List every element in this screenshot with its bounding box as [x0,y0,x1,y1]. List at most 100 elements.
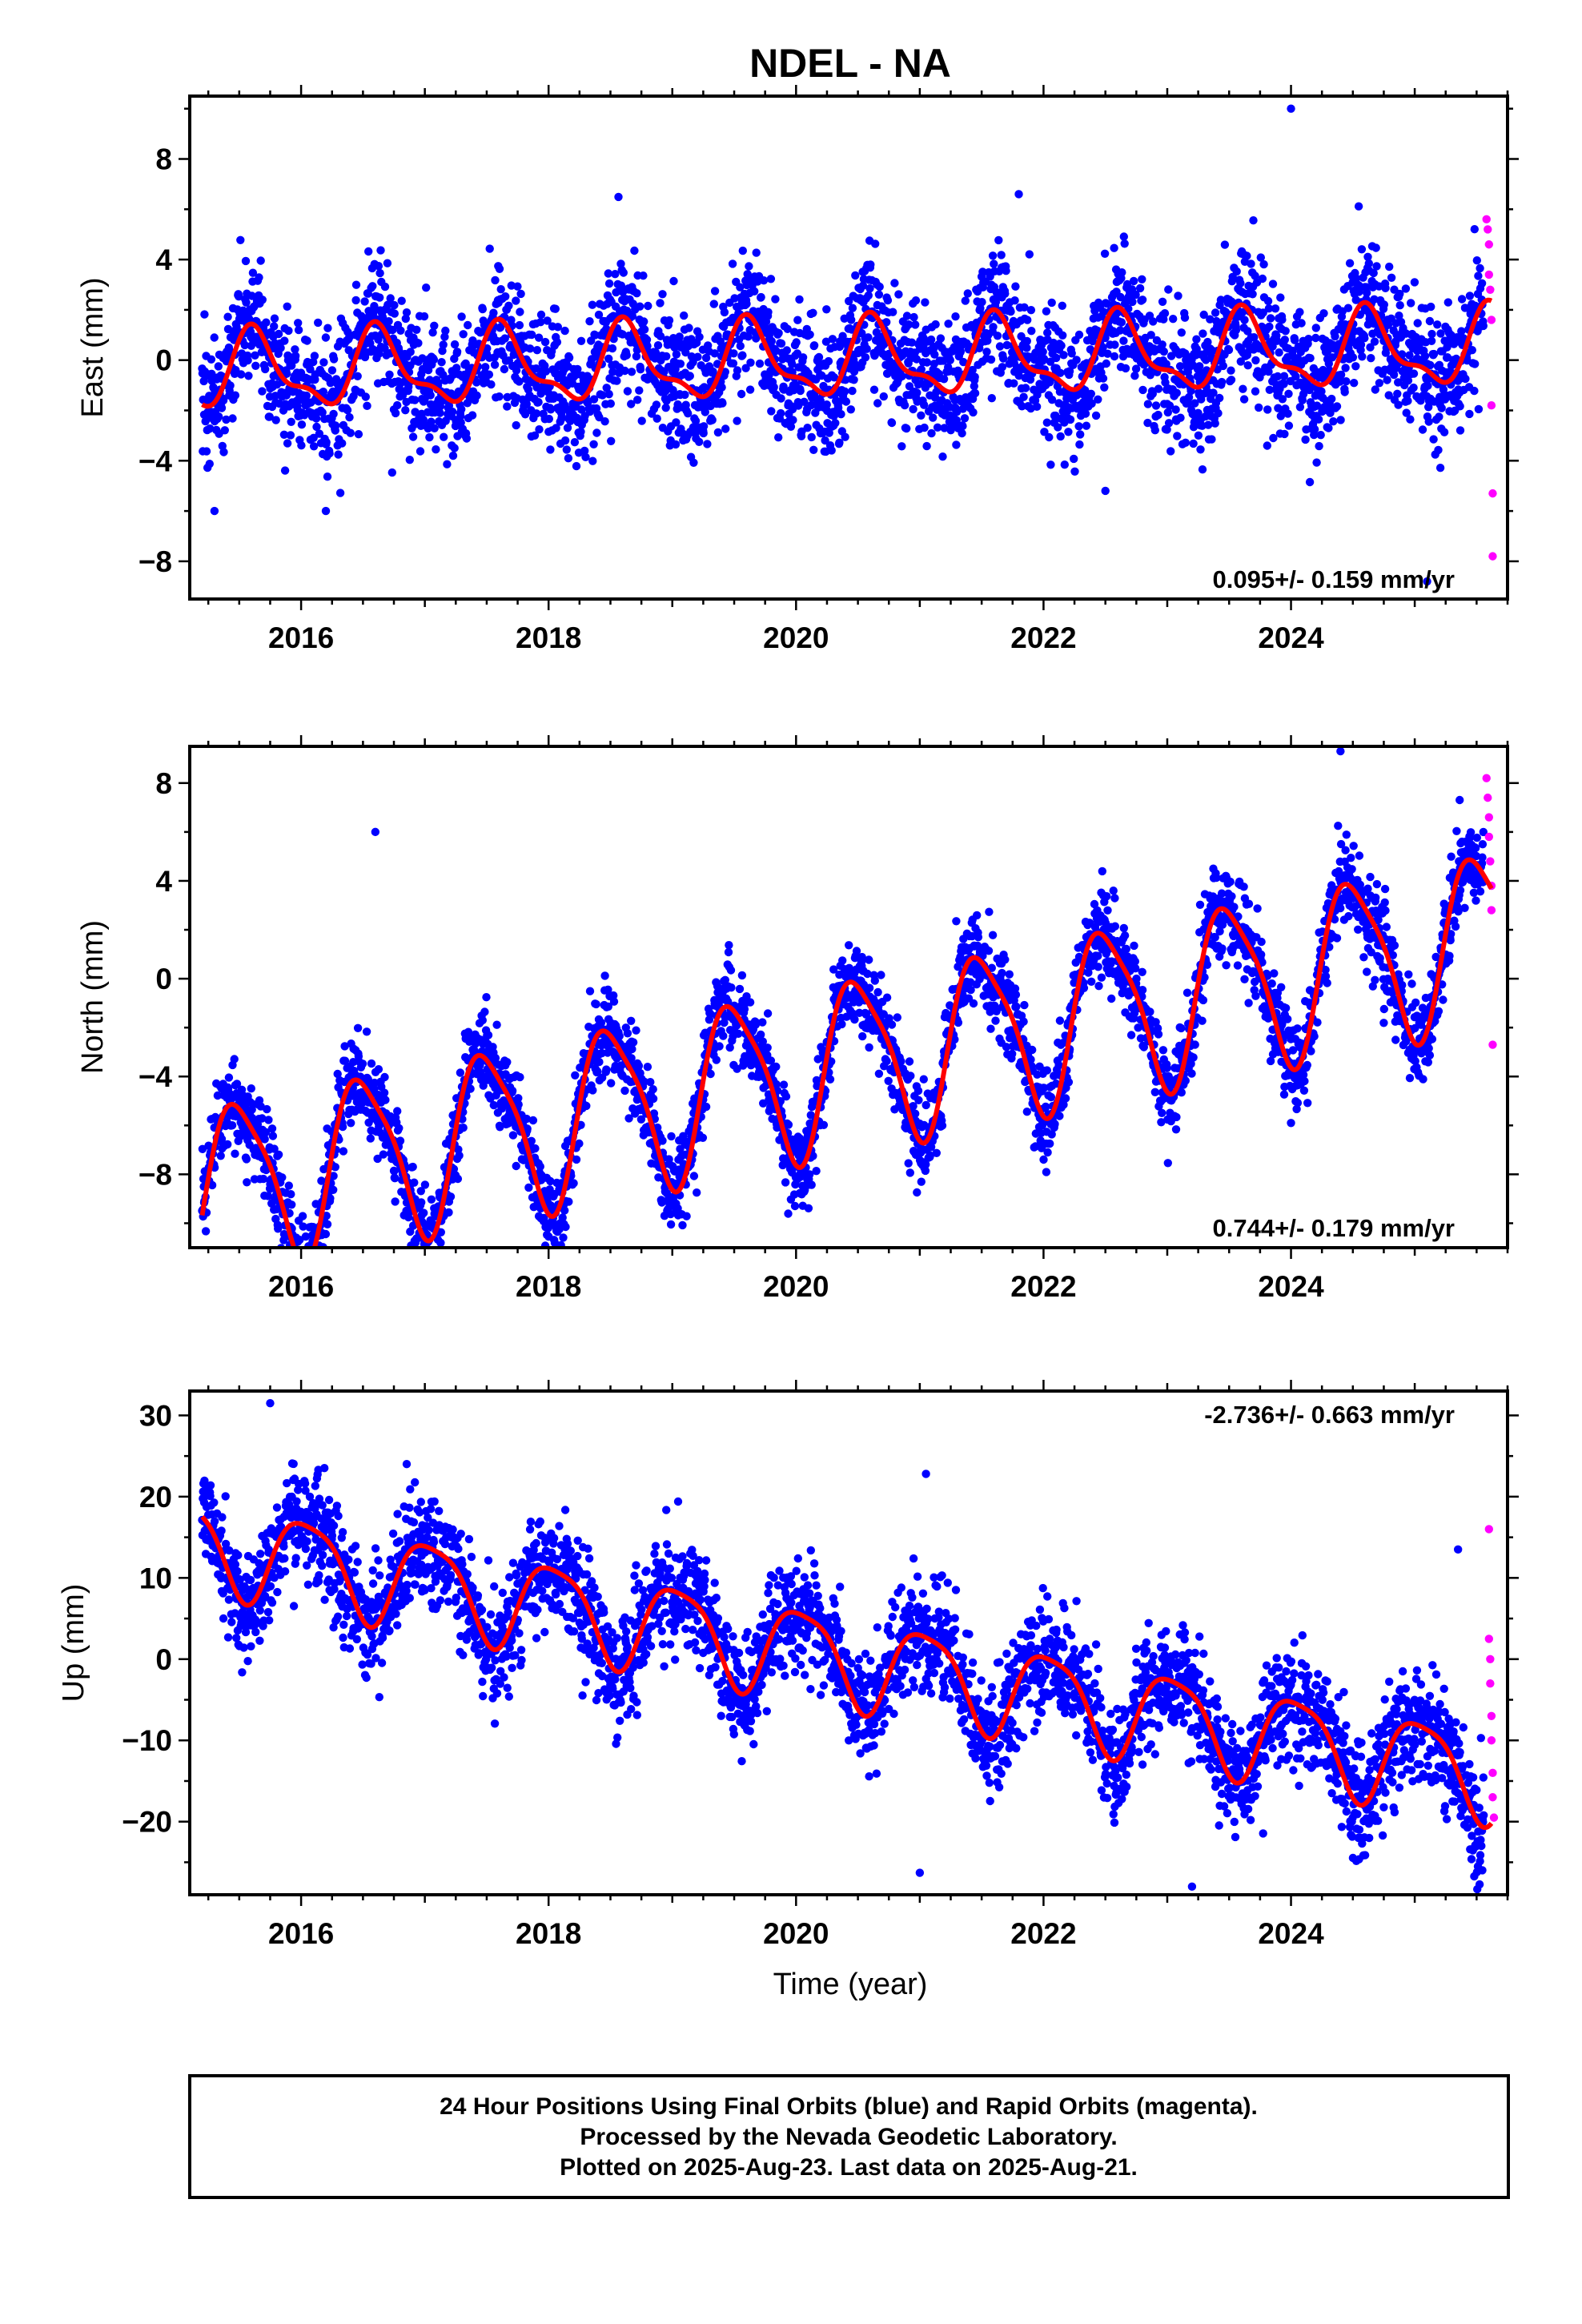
final-orbit-point [847,316,856,324]
final-orbit-point [1110,340,1119,349]
final-orbit-point [703,440,712,448]
final-orbit-point [689,458,698,467]
final-orbit-point [242,1155,251,1164]
final-orbit-point [1298,396,1307,404]
final-orbit-point [319,358,328,367]
final-orbit-point [745,385,755,394]
final-orbit-point [763,1009,773,1018]
final-orbit-point [814,352,824,362]
y-axis-label: East (mm) [76,277,110,417]
final-orbit-point [329,1185,338,1195]
final-orbit-point [500,364,509,374]
final-orbit-point [848,304,857,312]
final-orbit-point [786,422,796,431]
final-orbit-point [1360,334,1369,343]
final-orbit-point [1427,336,1436,345]
final-orbit-point [792,338,801,347]
final-orbit-point [1040,428,1049,436]
final-orbit-point [608,368,617,376]
final-orbit-point [930,350,939,359]
final-orbit-point [990,259,998,268]
final-orbit-point [461,359,470,368]
final-orbit-point [222,415,231,424]
final-orbit-point [484,1031,493,1039]
final-orbit-point [656,332,665,340]
final-orbit-point [1058,301,1067,310]
final-orbit-point [831,419,840,428]
final-orbit-point [890,279,899,287]
final-orbit-point [1465,292,1475,300]
final-orbit-point [1059,351,1068,360]
final-orbit-point [393,1107,402,1116]
final-orbit-point [571,1071,580,1080]
final-orbit-point [301,1260,309,1268]
final-orbit-point [576,427,585,436]
final-orbit-point [917,365,926,374]
final-orbit-point [323,1220,332,1229]
final-orbit-point [1278,316,1287,324]
final-orbit-point [450,444,459,452]
final-orbit-point [536,310,546,320]
final-orbit-point [1403,396,1412,405]
final-orbit-point [938,452,947,461]
final-orbit-point [422,1253,430,1261]
final-orbit-point [735,984,745,994]
final-orbit-point [546,445,555,454]
final-orbit-point [592,999,600,1009]
final-orbit-point [294,319,303,328]
final-orbit-point [303,1252,311,1261]
final-orbit-point [235,292,243,301]
final-orbit-point [1470,225,1480,234]
final-orbit-point [327,366,337,375]
final-orbit-point [1239,384,1247,393]
final-orbit-point [602,324,611,333]
final-orbit-point [835,438,844,447]
final-orbit-point [1468,346,1477,355]
final-orbit-point [936,334,946,343]
final-orbit-point [582,1101,591,1111]
final-orbit-point [391,1197,400,1206]
final-orbit-point [306,1250,314,1258]
final-orbit-point [588,300,597,309]
final-orbit-point [1238,308,1247,317]
final-orbit-point [939,375,949,384]
outlier-point [1014,190,1023,199]
final-orbit-point [544,414,553,424]
final-orbit-point [1291,372,1300,381]
final-orbit-point [570,438,580,447]
final-orbit-point [393,400,402,410]
final-orbit-point [322,438,331,447]
final-orbit-point [993,332,1002,340]
final-orbit-point [1021,384,1030,392]
final-orbit-point [295,1261,303,1269]
final-orbit-point [693,352,702,361]
final-orbit-point [1056,368,1065,377]
final-orbit-point [721,368,729,376]
final-orbit-point [1184,392,1194,402]
final-orbit-point [297,1260,305,1268]
final-orbit-point [940,424,949,432]
final-orbit-point [900,400,909,410]
final-orbit-point [1064,428,1073,436]
final-orbit-point [482,993,491,1002]
final-orbit-point [628,312,637,320]
final-orbit-point [1091,411,1101,420]
y-tick-label: 8 [155,143,172,176]
final-orbit-point [446,1192,456,1201]
final-orbit-point [1227,376,1236,384]
final-orbit-point [1429,435,1438,444]
final-orbit-point [1345,259,1355,267]
final-orbit-point [691,416,701,425]
final-orbit-point [484,370,494,379]
final-orbit-point [299,1257,307,1265]
final-orbit-point [1259,308,1267,317]
final-orbit-point [978,298,986,307]
final-orbit-point [1456,426,1465,435]
final-orbit-point [612,376,621,385]
final-orbit-point [1331,332,1339,341]
final-orbit-point [607,436,616,445]
final-orbit-point [331,421,340,430]
final-orbit-point [302,391,311,400]
final-orbit-point [214,362,223,371]
final-orbit-point [436,402,445,411]
